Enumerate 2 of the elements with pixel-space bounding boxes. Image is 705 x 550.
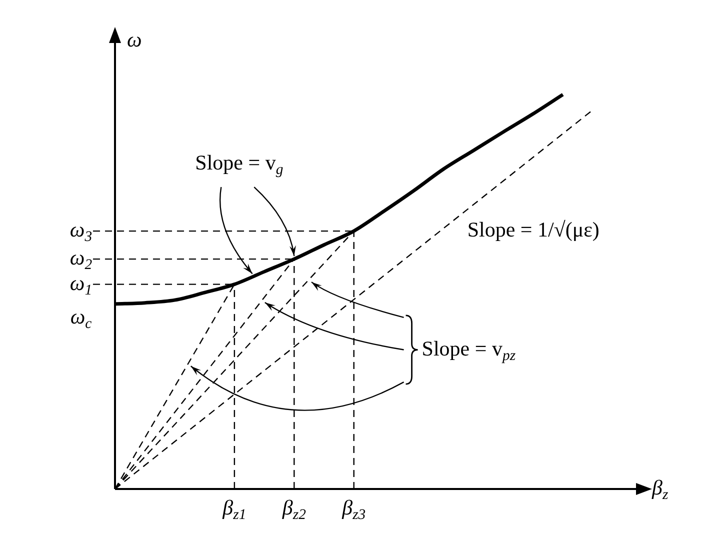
y-axis-title: ω (127, 28, 142, 52)
annotation: Slope = 1/√(με) (467, 218, 600, 242)
